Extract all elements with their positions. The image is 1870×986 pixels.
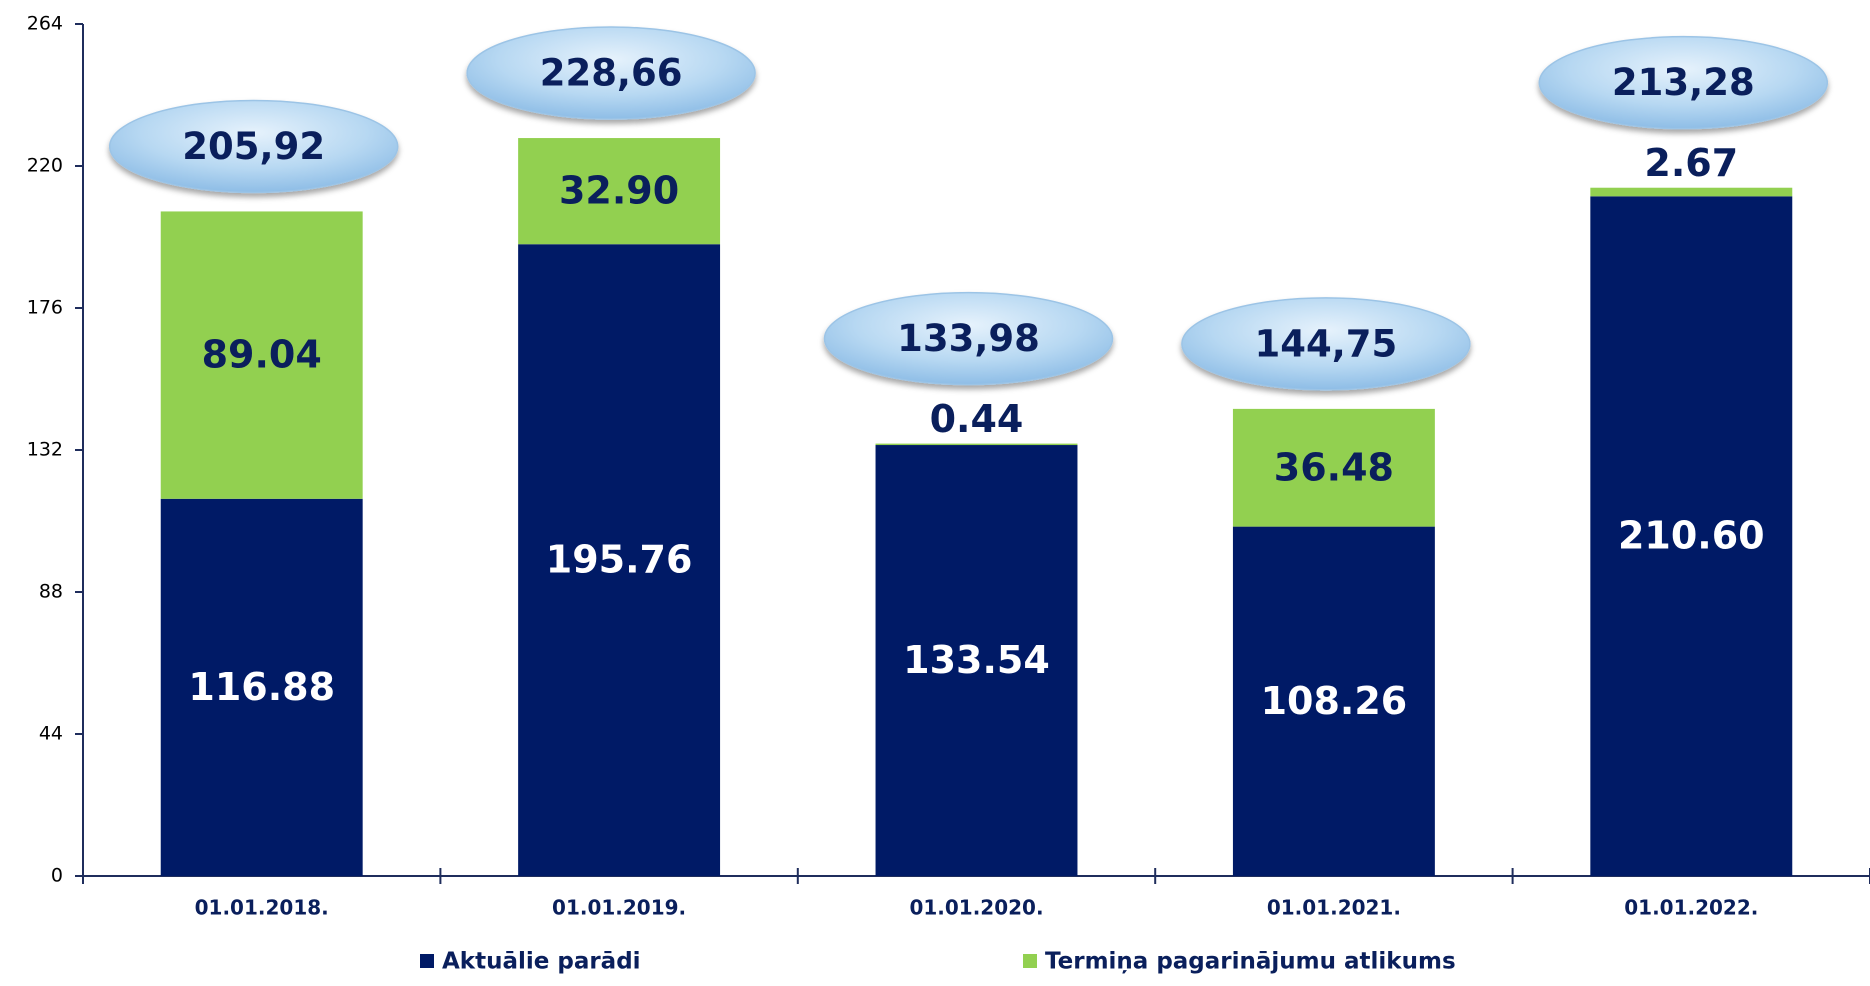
total-label: 228,66 [540,52,683,95]
y-tick-label: 220 [27,155,63,177]
bar-label: 195.76 [546,538,693,582]
x-tick-label: 01.01.2020. [909,896,1043,920]
bar-label: 108.26 [1261,679,1408,723]
bar-label: 133.54 [903,638,1050,682]
y-tick-label: 264 [27,13,63,35]
bar-segment [160,498,363,876]
legend-label: Aktuālie parādi [442,949,641,975]
bar-label: 210.60 [1618,514,1765,558]
bar-segment [875,443,1078,446]
total-bubble [1538,35,1829,130]
y-tick-label: 88 [39,581,63,603]
bar-segment [518,244,721,876]
bar-segment [160,211,363,499]
total-label: 205,92 [182,125,325,168]
total-label: 213,28 [1612,61,1755,104]
x-tick-label: 01.01.2021. [1267,896,1401,920]
total-label: 133,98 [897,317,1040,360]
bar-segment [1232,408,1435,527]
x-tick-label: 01.01.2018. [195,896,329,920]
bar-segment [1590,196,1793,876]
x-tick-label: 01.01.2019. [552,896,686,920]
bar-label: 32.90 [559,169,679,213]
x-tick-label: 01.01.2022. [1624,896,1758,920]
legend-label: Termiņa pagarinājumu atlikums [1045,949,1456,975]
y-tick-label: 0 [51,865,63,887]
bar-label: 36.48 [1274,445,1394,489]
bar-segment [518,138,721,245]
total-bubble [1181,297,1471,391]
legend-swatch [420,954,434,968]
bar-segment [1590,187,1793,197]
total-bubble [466,26,756,120]
total-bubble [108,99,399,194]
y-tick-label: 176 [27,297,63,319]
legend-swatch [1023,954,1037,968]
bar-label: 0.44 [930,397,1024,441]
y-tick-label: 44 [39,723,63,745]
bar-label: 89.04 [202,333,322,377]
y-tick-label: 132 [27,439,63,461]
total-label: 144,75 [1255,322,1398,365]
bar-label: 2.67 [1644,141,1738,185]
bar-segment [875,445,1078,876]
bar-segment [1232,526,1435,876]
bar-label: 116.88 [188,665,335,709]
total-bubble [823,291,1114,386]
